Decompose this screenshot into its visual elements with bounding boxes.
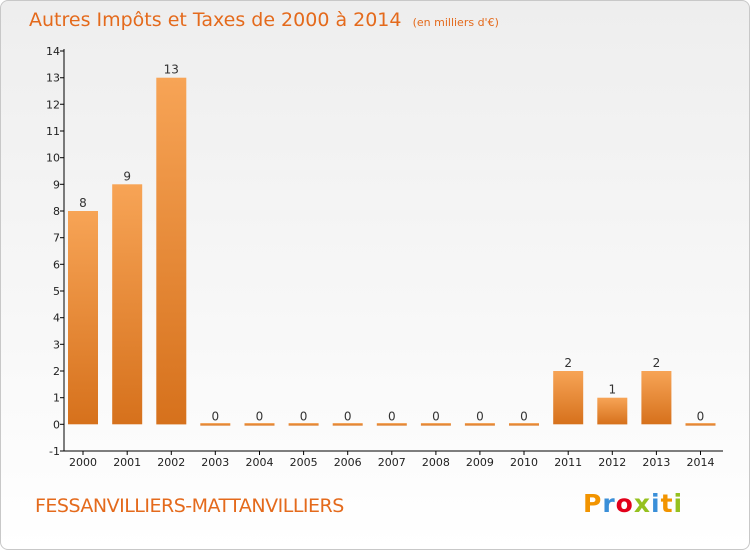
y-tick-label-9: 9	[53, 178, 60, 191]
data-label-2012: 1	[608, 383, 616, 397]
y-tick-label-13: 13	[46, 72, 60, 85]
y-tick-label-0: 0	[53, 418, 60, 431]
y-tick-label-2: 2	[53, 365, 60, 378]
bar-2011	[553, 371, 584, 425]
y-tick-label-1: 1	[53, 392, 60, 405]
y-tick-label-7: 7	[53, 232, 60, 245]
x-tick-label-2004: 2004	[246, 456, 274, 469]
x-tick-label-2013: 2013	[642, 456, 670, 469]
y-tick-label-3: 3	[53, 338, 60, 351]
x-tick-label-2002: 2002	[157, 456, 185, 469]
bar-2006	[332, 423, 363, 426]
bar-2009	[464, 423, 495, 426]
chart-title-block: Autres Impôts et Taxes de 2000 à 2014 (e…	[29, 9, 499, 31]
logo-letter: i	[673, 489, 684, 518]
data-label-2008: 0	[432, 409, 440, 423]
chart-title: Autres Impôts et Taxes de 2000 à 2014	[29, 9, 402, 31]
data-label-2014: 0	[697, 409, 705, 423]
data-label-2000: 8	[79, 196, 87, 210]
proxiti-logo: Proxiti	[583, 489, 683, 518]
logo-letter: t	[660, 489, 674, 518]
data-label-2006: 0	[344, 409, 352, 423]
bar-2002	[156, 77, 187, 425]
data-label-2003: 0	[211, 409, 219, 423]
y-tick-label-8: 8	[53, 205, 60, 218]
data-label-2011: 2	[564, 356, 572, 370]
data-label-2009: 0	[476, 409, 484, 423]
logo-letter: r	[602, 489, 616, 518]
y-tick-label--1: -1	[49, 445, 60, 458]
y-tick-label-14: 14	[46, 45, 60, 58]
data-label-2004: 0	[256, 409, 264, 423]
bar-2010	[509, 423, 539, 426]
bar-2004	[244, 423, 275, 426]
bar-2013	[641, 371, 672, 425]
x-tick-label-2011: 2011	[554, 456, 582, 469]
data-label-2001: 9	[123, 169, 131, 183]
chart-unit: (en milliers d'€)	[412, 16, 499, 29]
x-tick-label-2003: 2003	[201, 456, 229, 469]
x-tick-label-2005: 2005	[290, 456, 318, 469]
logo-letter: i	[651, 489, 661, 518]
logo-letter: P	[583, 489, 603, 518]
x-tick-label-2001: 2001	[113, 456, 141, 469]
x-tick-label-2014: 2014	[687, 456, 715, 469]
logo-letter: x	[633, 489, 651, 518]
y-tick-label-6: 6	[53, 258, 60, 271]
y-tick-label-4: 4	[53, 312, 60, 325]
data-label-2005: 0	[300, 409, 308, 423]
bar-2012	[597, 397, 628, 425]
axis-layer: 2000 2001 2002 2003 2004 2005 2006 2007 2008 2009…	[46, 45, 723, 469]
x-tick-label-2006: 2006	[334, 456, 362, 469]
y-tick-label-5: 5	[53, 285, 60, 298]
bar-2007	[376, 423, 407, 426]
logo-letter: o	[615, 489, 634, 518]
bar-2008	[420, 423, 451, 426]
x-tick-label-2012: 2012	[598, 456, 626, 469]
y-tick-label-11: 11	[46, 125, 60, 138]
x-tick-label-2000: 2000	[69, 456, 97, 469]
bar-2014	[685, 423, 716, 426]
y-tick-label-10: 10	[46, 152, 60, 165]
commune-name: FESSANVILLIERS-MATTANVILLIERS	[35, 495, 344, 517]
x-tick-label-2007: 2007	[378, 456, 406, 469]
x-tick-label-2008: 2008	[422, 456, 450, 469]
bar-2000	[68, 211, 98, 425]
y-tick-label-12: 12	[46, 98, 60, 111]
data-label-2002: 13	[164, 63, 179, 77]
bar-2001	[112, 184, 143, 425]
bar-2005	[288, 423, 319, 426]
bar-2003	[200, 423, 231, 426]
data-label-2010: 0	[520, 409, 528, 423]
data-label-2013: 2	[653, 356, 661, 370]
data-label-2007: 0	[388, 409, 396, 423]
x-tick-label-2009: 2009	[466, 456, 494, 469]
bars-layer: 8 9 13 0 0 0 0 0 0 0 0 2 1 2 0	[68, 63, 716, 426]
x-tick-label-2010: 2010	[510, 456, 538, 469]
